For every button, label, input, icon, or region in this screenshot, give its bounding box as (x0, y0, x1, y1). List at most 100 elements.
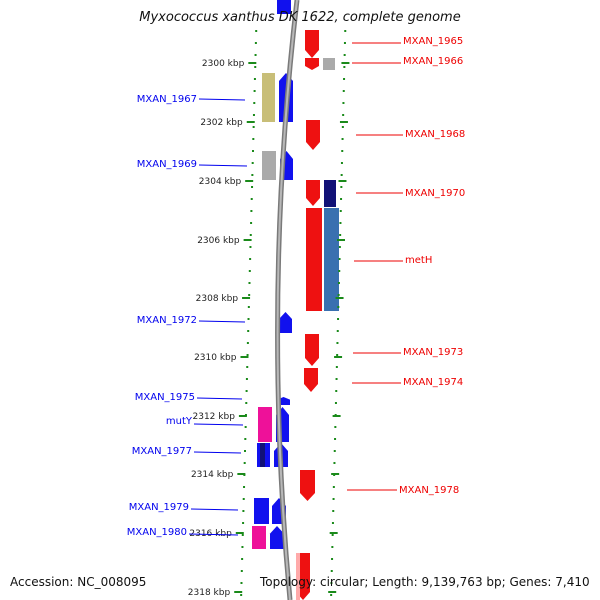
ring-dot (244, 426, 247, 428)
ring-dot (339, 234, 342, 236)
forward-gene-feature (262, 73, 275, 122)
reverse-gene-feature (305, 334, 319, 366)
ring-dot (254, 42, 257, 44)
topology-text: Topology: circular; Length: 9,139,763 bp… (260, 575, 590, 589)
label-leader (196, 397, 243, 400)
backbone-highlight (276, 0, 298, 600)
ring-dot (251, 186, 254, 188)
gene-label-forward[interactable]: MXAN_1975 (135, 392, 195, 403)
label-leader (188, 533, 239, 536)
ring-dot (332, 498, 335, 500)
gene-label-reverse[interactable]: MXAN_1973 (403, 347, 463, 358)
ring-dot (336, 342, 339, 344)
ring-dot (343, 78, 346, 80)
gene-label-reverse[interactable]: MXAN_1968 (405, 129, 465, 140)
tick-label: 2302 kbp (200, 118, 243, 128)
reverse-gene-feature (300, 470, 315, 501)
reverse-gene-feature (324, 180, 336, 207)
gene-label-forward[interactable]: MXAN_1969 (137, 159, 197, 170)
ring-dot (248, 294, 251, 296)
tick-label: 2312 kbp (193, 412, 236, 422)
forward-gene-feature (270, 526, 284, 549)
ring-dot (247, 330, 250, 332)
tick-label: 2304 kbp (199, 177, 242, 187)
ring-dot (340, 174, 343, 176)
tick-label: 2310 kbp (194, 353, 237, 363)
accession-text: Accession: NC_008095 (10, 575, 147, 589)
ring-dot (250, 210, 253, 212)
ring-dot (339, 210, 342, 212)
ring-dot (253, 90, 256, 92)
gene-label-forward[interactable]: MXAN_1972 (137, 315, 197, 326)
ring-dot (242, 510, 245, 512)
gene-label-reverse[interactable]: MXAN_1965 (403, 36, 463, 47)
ring-dot (340, 198, 343, 200)
ring-dot (330, 570, 333, 572)
ring-dot (341, 150, 344, 152)
ring-dot (333, 462, 336, 464)
gene-label-reverse[interactable]: MXAN_1978 (399, 485, 459, 496)
ring-dot (241, 558, 244, 560)
ring-dot (253, 78, 256, 80)
ring-dot (334, 402, 337, 404)
ring-dot (335, 378, 338, 380)
tick-label: 2308 kbp (196, 294, 239, 304)
ring-dot (245, 378, 248, 380)
ring-dot (248, 270, 251, 272)
ring-dot (338, 258, 341, 260)
ring-dot (252, 126, 255, 128)
ring-dot (255, 30, 258, 32)
ring-dot (249, 258, 252, 260)
gene-label-reverse[interactable]: MXAN_1970 (405, 188, 465, 199)
ring-dot (337, 318, 340, 320)
ring-dot (248, 282, 251, 284)
ring-dot (242, 498, 245, 500)
ring-dot (247, 318, 250, 320)
ring-dot (254, 54, 257, 56)
ring-dot (243, 462, 246, 464)
ring-dot (333, 450, 336, 452)
ring-dot (245, 402, 248, 404)
genome-title: Myxococcus xanthus DK 1622, complete gen… (139, 10, 461, 25)
reverse-gene-feature (305, 30, 319, 58)
ring-dot (243, 486, 246, 488)
ring-dot (247, 306, 250, 308)
gene-label-forward[interactable]: MXAN_1979 (129, 502, 189, 513)
gene-features (252, 0, 339, 600)
reverse-gene-feature (304, 368, 318, 392)
ring-dot (246, 342, 249, 344)
ring-dot (341, 126, 344, 128)
ring-dot (330, 582, 333, 584)
ring-dot (338, 270, 341, 272)
ring-dot (331, 546, 334, 548)
gene-label-reverse[interactable]: MXAN_1966 (403, 56, 463, 67)
ring-dot (245, 390, 248, 392)
label-leader (193, 423, 244, 426)
forward-gene-feature (258, 407, 272, 442)
ring-dot (335, 390, 338, 392)
ring-dot (343, 54, 346, 56)
forward-gene-feature (252, 526, 266, 549)
ring-dot (337, 306, 340, 308)
forward-gene-feature (260, 443, 265, 467)
ring-dot (340, 186, 343, 188)
ring-dot (250, 222, 253, 224)
ring-dot (341, 138, 344, 140)
gene-label-forward[interactable]: MXAN_1980 (127, 527, 187, 538)
ring-dot (331, 522, 334, 524)
ring-dot (246, 366, 249, 368)
reverse-gene-feature (324, 208, 339, 311)
gene-label-forward[interactable]: MXAN_1967 (137, 94, 197, 105)
gene-label-reverse[interactable]: MXAN_1974 (403, 377, 463, 388)
gene-label-forward[interactable]: MXAN_1977 (132, 446, 192, 457)
ring-dot (331, 558, 334, 560)
ring-dot (342, 90, 345, 92)
ring-dot (241, 546, 244, 548)
ring-dot (249, 246, 252, 248)
gene-label-reverse[interactable]: metH (405, 255, 432, 266)
ring-dot (330, 594, 333, 596)
ring-dot (250, 198, 253, 200)
gene-label-forward[interactable]: mutY (166, 416, 193, 427)
ring-dot (249, 234, 252, 236)
